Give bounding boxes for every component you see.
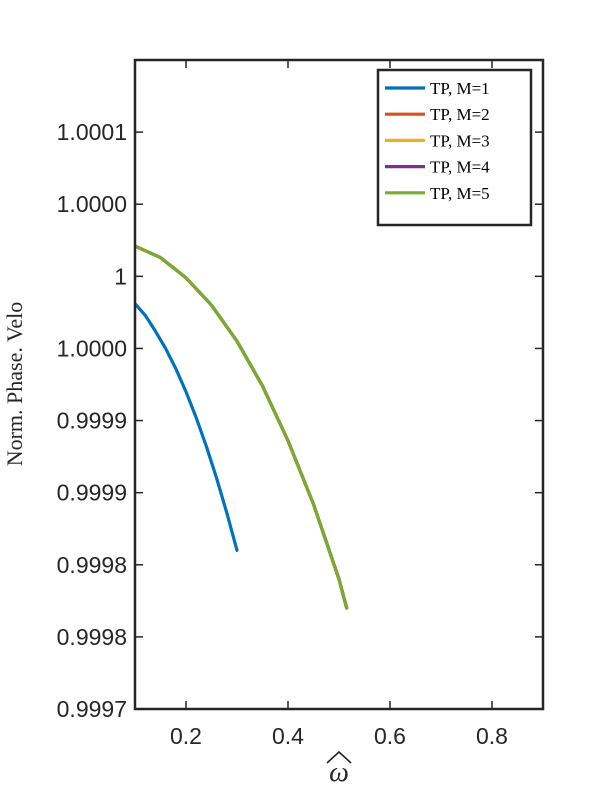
y-tick-label: 1: [114, 263, 127, 289]
x-tick-label: 0.8: [476, 723, 508, 749]
legend-label-m5: TP, M=5: [430, 184, 490, 203]
y-tick-label: 1.0000: [57, 335, 127, 361]
y-tick-label: 0.9999: [57, 480, 127, 506]
series-layer: [135, 244, 349, 610]
legend: TP, M=1 TP, M=2 TP, M=3 TP, M=4 TP, M=5: [376, 68, 533, 227]
y-tick-label: 0.9997: [57, 696, 127, 722]
series-line-m4: [135, 244, 349, 610]
y-tick-label: 1.0001: [57, 119, 127, 145]
legend-label-m4: TP, M=4: [430, 158, 490, 177]
y-tick-label: 0.9998: [57, 624, 127, 650]
y-tick-label: 1.0000: [57, 191, 127, 217]
x-axis-label-hat: [326, 750, 352, 764]
x-axis-label: ω: [329, 757, 349, 788]
legend-label-m3: TP, M=3: [430, 131, 490, 150]
y-tick-label: 0.9999: [57, 408, 127, 434]
legend-label-m1: TP, M=1: [430, 79, 490, 98]
plot-area-frame: [133, 58, 545, 711]
series-line-m5: [135, 244, 349, 610]
series-line-m3: [135, 244, 349, 610]
ticks-layer: 0.2 0.4 0.6 0.8 0.9997 0.9998 0.9998 0.9999 0.99…: [57, 60, 543, 749]
y-tick-label: 0.9998: [57, 552, 127, 578]
x-tick-label: 0.6: [374, 723, 406, 749]
legend-box: [376, 68, 533, 227]
x-tick-label: 0.4: [272, 723, 304, 749]
series-line-m2: [135, 244, 349, 610]
y-axis-label: Norm. Phase. Velo: [2, 302, 27, 467]
legend-label-m2: TP, M=2: [430, 105, 490, 124]
series-line-m1: [135, 302, 239, 552]
x-tick-label: 0.2: [170, 723, 202, 749]
